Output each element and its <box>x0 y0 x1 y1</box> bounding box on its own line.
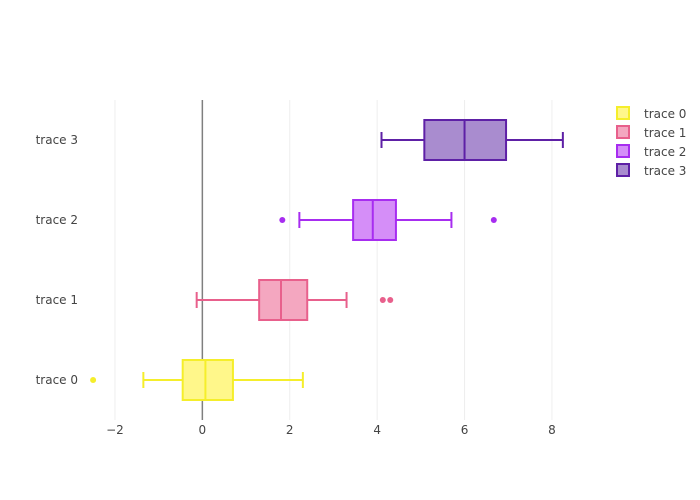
legend-swatch <box>616 144 630 158</box>
outlier-point[interactable] <box>279 217 286 223</box>
legend-label: trace 2 <box>644 145 686 159</box>
box-traces-layer <box>90 119 564 401</box>
legend-item[interactable]: trace 0 <box>616 106 686 121</box>
x-axis: −2 0 2 4 6 8 <box>106 423 556 437</box>
legend-swatch <box>616 106 630 120</box>
x-tick-label: 4 <box>373 423 381 437</box>
y-axis: trace 0 trace 1 trace 2 trace 3 <box>36 133 78 387</box>
legend[interactable]: trace 0 trace 1 trace 2 trace 3 <box>616 106 686 178</box>
legend-swatch <box>616 125 630 139</box>
legend-item[interactable]: trace 1 <box>616 125 686 140</box>
x-tick-label: 8 <box>548 423 556 437</box>
box-trace[interactable] <box>380 119 564 161</box>
box-trace[interactable] <box>90 359 304 401</box>
x-tick-label: −2 <box>106 423 124 437</box>
x-tick-label: 2 <box>286 423 294 437</box>
legend-label: trace 3 <box>644 164 686 178</box>
legend-label: trace 0 <box>644 107 686 121</box>
box-trace[interactable] <box>279 199 497 241</box>
outlier-point[interactable] <box>90 377 97 383</box>
y-tick-label: trace 3 <box>36 133 78 147</box>
y-tick-label: trace 1 <box>36 293 78 307</box>
legend-swatch <box>616 163 630 177</box>
outlier-point[interactable] <box>490 217 497 223</box>
box[interactable] <box>181 359 234 401</box>
outlier-point[interactable] <box>387 297 394 303</box>
y-tick-label: trace 0 <box>36 373 78 387</box>
outlier-point[interactable] <box>379 297 386 303</box>
box[interactable] <box>352 199 397 241</box>
y-tick-label: trace 2 <box>36 213 78 227</box>
box[interactable] <box>258 279 309 321</box>
legend-label: trace 1 <box>644 126 686 140</box>
legend-item[interactable]: trace 3 <box>616 163 686 178</box>
x-tick-label: 0 <box>199 423 207 437</box>
x-tick-label: 6 <box>461 423 469 437</box>
box-trace[interactable] <box>195 279 394 321</box>
legend-item[interactable]: trace 2 <box>616 144 686 159</box>
